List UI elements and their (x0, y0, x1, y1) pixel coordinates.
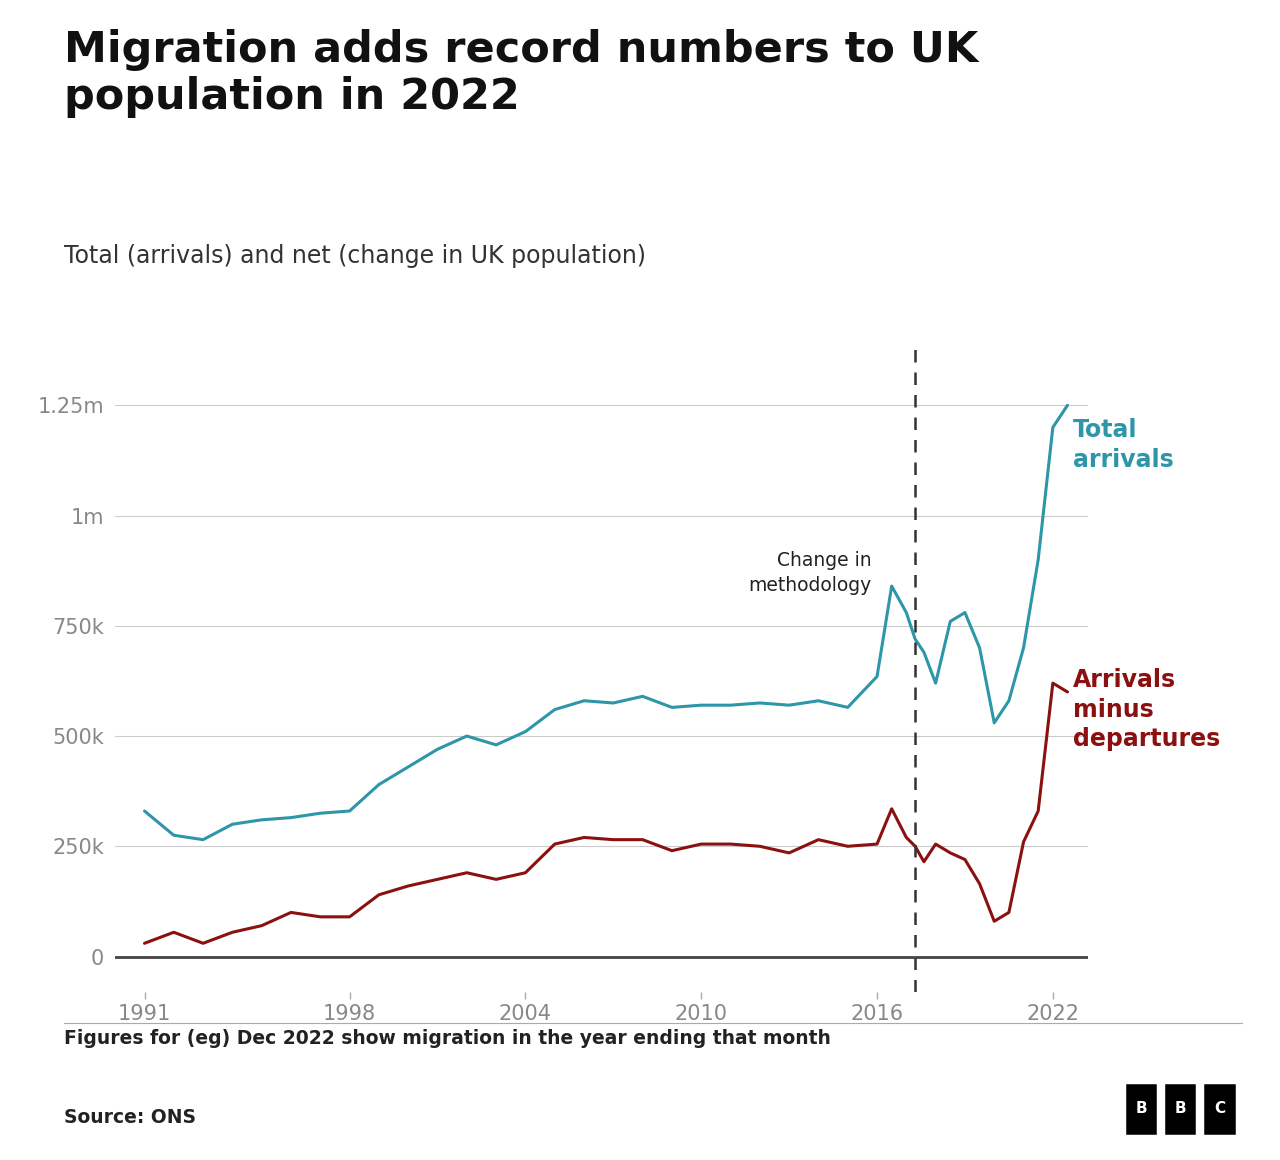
Text: Arrivals
minus
departures: Arrivals minus departures (1074, 668, 1221, 752)
Text: Figures for (eg) Dec 2022 show migration in the year ending that month: Figures for (eg) Dec 2022 show migration… (64, 1029, 831, 1047)
Text: Change in
methodology: Change in methodology (748, 551, 872, 595)
Text: Source: ONS: Source: ONS (64, 1108, 196, 1126)
FancyBboxPatch shape (1164, 1082, 1198, 1136)
Text: Migration adds record numbers to UK
population in 2022: Migration adds record numbers to UK popu… (64, 29, 978, 118)
Text: Total
arrivals: Total arrivals (1074, 418, 1174, 472)
Text: B: B (1175, 1102, 1187, 1116)
FancyBboxPatch shape (1124, 1082, 1158, 1136)
Text: Total (arrivals) and net (change in UK population): Total (arrivals) and net (change in UK p… (64, 244, 646, 268)
Text: C: C (1213, 1102, 1225, 1116)
FancyBboxPatch shape (1202, 1082, 1236, 1136)
Text: B: B (1135, 1102, 1147, 1116)
